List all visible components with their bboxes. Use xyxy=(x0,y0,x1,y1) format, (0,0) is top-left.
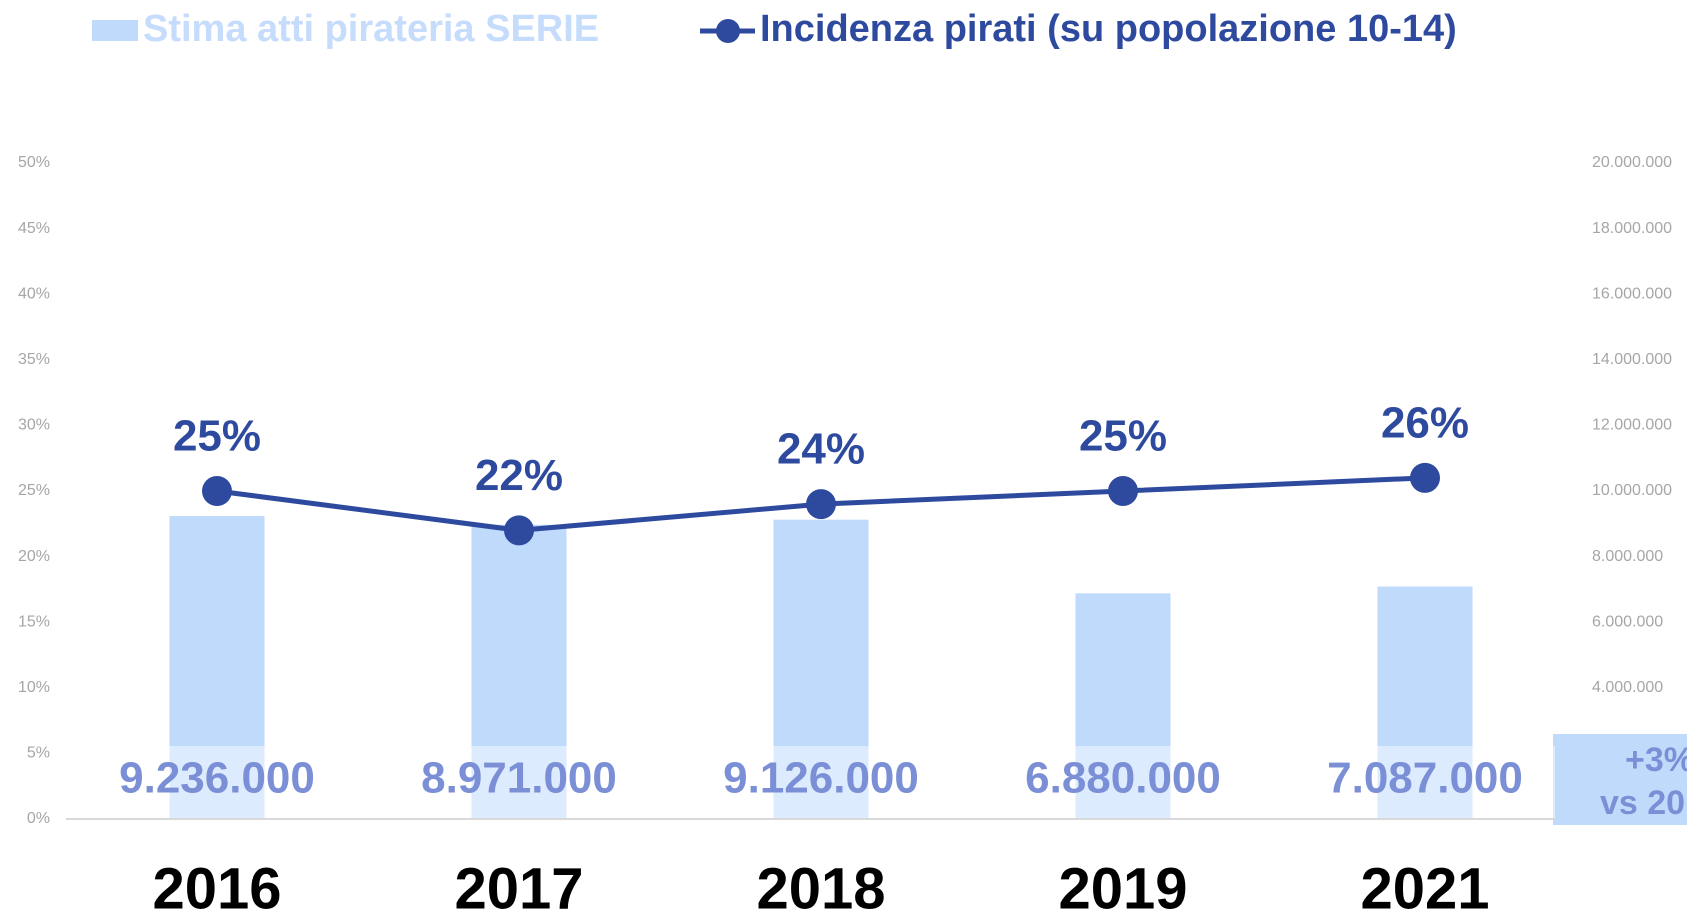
y2-tick-label: 10.000.000 xyxy=(1592,482,1672,499)
x-tick-label: 2019 xyxy=(1058,856,1187,921)
y2-tick-label: 12.000.000 xyxy=(1592,417,1672,434)
legend-swatch-marker xyxy=(716,19,740,43)
annotation: +3% xyxy=(1625,741,1687,779)
line-marker xyxy=(1108,476,1138,506)
x-tick-label: 2016 xyxy=(152,856,281,921)
annotation: vs 20 xyxy=(1600,784,1685,822)
y-tick-label: 20% xyxy=(18,548,50,565)
line-value-label: 24% xyxy=(777,425,865,474)
bar xyxy=(1377,586,1473,819)
y2-tick-label: 18.000.000 xyxy=(1592,220,1672,237)
line-marker xyxy=(202,476,232,506)
y2-tick-label: 8.000.000 xyxy=(1592,548,1663,565)
annotation-box xyxy=(1553,734,1687,825)
bar xyxy=(1075,593,1171,819)
y2-tick-label: 16.000.000 xyxy=(1592,285,1672,302)
line-value-label: 26% xyxy=(1381,399,1469,448)
y-tick-label: 5% xyxy=(27,745,50,762)
y2-tick-label: 4.000.000 xyxy=(1592,679,1663,696)
bar-value-label: 9.126.000 xyxy=(723,754,919,803)
line-value-label: 25% xyxy=(1079,412,1167,461)
x-tick-label: 2018 xyxy=(756,856,885,921)
y-tick-label: 40% xyxy=(18,285,50,302)
line-value-label: 22% xyxy=(475,451,563,500)
y2-tick-label: 20.000.000 xyxy=(1592,154,1672,171)
bar-value-label: 7.087.000 xyxy=(1327,754,1523,803)
line-marker xyxy=(806,489,836,520)
y-tick-label: 25% xyxy=(18,482,50,499)
y-tick-label: 50% xyxy=(18,154,50,171)
y-tick-label: 0% xyxy=(27,810,50,827)
legend-label: Stima atti pirateria SERIE xyxy=(143,8,599,50)
y-tick-label: 35% xyxy=(18,351,50,368)
bar-value-label: 8.971.000 xyxy=(421,754,617,803)
bar xyxy=(169,516,265,819)
x-tick-label: 2017 xyxy=(454,856,583,921)
legend-label: Incidenza pirati (su popolazione 10-14) xyxy=(760,8,1457,50)
bar-value-label: 9.236.000 xyxy=(119,754,315,803)
line-value-label: 25% xyxy=(173,412,261,461)
y2-tick-label: 14.000.000 xyxy=(1592,351,1672,368)
label-band xyxy=(66,746,1555,819)
x-tick-label: 2021 xyxy=(1360,856,1489,921)
y-tick-label: 10% xyxy=(18,679,50,696)
y-tick-label: 30% xyxy=(18,417,50,434)
y-tick-label: 45% xyxy=(18,220,50,237)
line-marker xyxy=(1410,462,1440,493)
y-tick-label: 15% xyxy=(18,613,50,630)
bar xyxy=(471,524,567,819)
line-marker xyxy=(504,515,534,546)
y2-tick-label: 6.000.000 xyxy=(1592,613,1663,630)
bar-value-label: 6.880.000 xyxy=(1025,754,1221,803)
legend-swatch-bar xyxy=(92,20,138,41)
bar xyxy=(773,519,869,819)
